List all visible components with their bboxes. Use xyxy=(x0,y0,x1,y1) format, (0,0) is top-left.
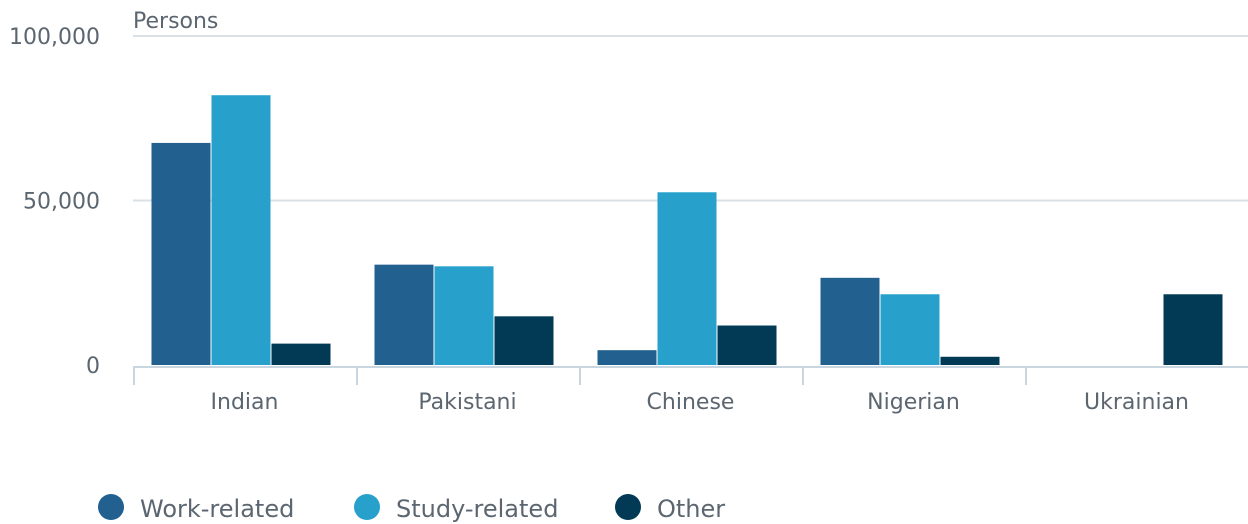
y-tick-label: 0 xyxy=(86,354,100,379)
bar-nigerian-study-related xyxy=(880,294,940,365)
y-axis-ticks: 0 50,000 100,000 xyxy=(9,25,100,379)
y-tick-label: 50,000 xyxy=(23,190,100,215)
bar-pakistani-work-related xyxy=(374,264,434,365)
legend-swatch xyxy=(98,494,124,520)
gridlines xyxy=(133,35,1248,202)
legend-item-work-related: Work-related xyxy=(98,494,294,523)
bar-ukrainian-other xyxy=(1163,294,1223,365)
legend-swatch xyxy=(615,494,641,520)
bar-chinese-other xyxy=(717,325,777,365)
legend-item-study-related: Study-related xyxy=(354,494,558,523)
legend: Work-related Study-related Other xyxy=(98,494,725,523)
x-category-label: Pakistani xyxy=(418,390,516,415)
bar-pakistani-other xyxy=(494,316,554,365)
bar-indian-study-related xyxy=(211,95,271,365)
bar-chinese-work-related xyxy=(597,350,657,365)
legend-label: Work-related xyxy=(140,495,294,523)
y-tick-label: 100,000 xyxy=(9,25,100,50)
legend-item-other: Other xyxy=(615,494,725,523)
x-axis xyxy=(133,366,1248,385)
bar-nigerian-work-related xyxy=(820,277,880,365)
x-category-label: Nigerian xyxy=(867,390,960,415)
legend-label: Study-related xyxy=(396,495,558,523)
legend-label: Other xyxy=(657,495,725,523)
legend-swatch xyxy=(354,494,380,520)
x-category-label: Chinese xyxy=(647,390,735,415)
bar-chinese-study-related xyxy=(657,192,717,365)
x-category-label: Ukrainian xyxy=(1084,390,1189,415)
y-axis-unit-label: Persons xyxy=(133,9,218,34)
bar-pakistani-study-related xyxy=(434,266,494,365)
bar-indian-other xyxy=(271,343,331,365)
bar-nigerian-other xyxy=(940,356,1000,365)
x-axis-category-labels: Indian Pakistani Chinese Nigerian Ukrainian xyxy=(211,390,1189,415)
bars xyxy=(151,95,1223,365)
bar-indian-work-related xyxy=(151,142,211,365)
x-category-label: Indian xyxy=(211,390,279,415)
